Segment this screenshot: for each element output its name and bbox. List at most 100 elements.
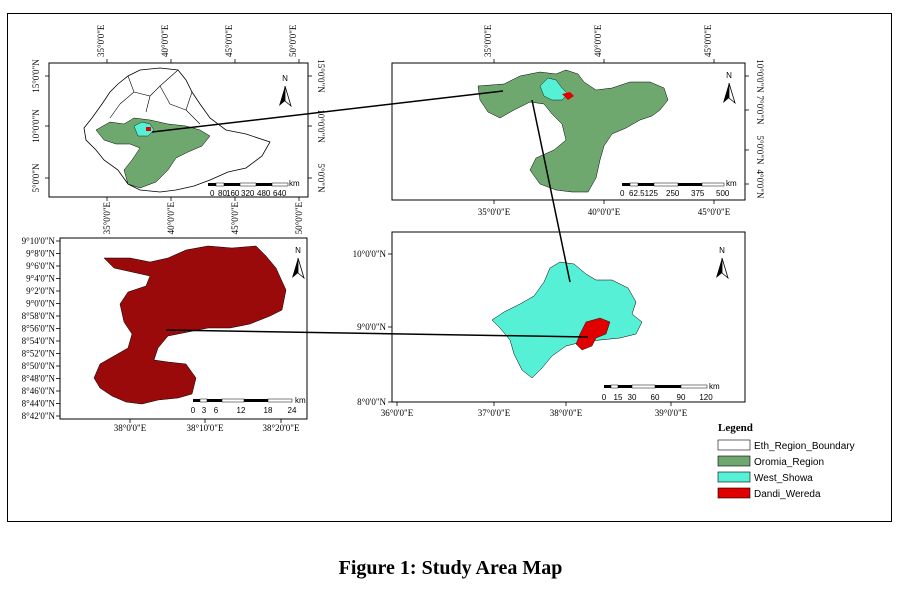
oromia-graticule-labels: 35°0'0"E 40°0'0"E 45°0'0"E 35°0'0"E 40°0'0"E… xyxy=(478,24,765,217)
left-tick-label: 9°0'0"N xyxy=(357,322,386,332)
bottom-tick-label: 36°0'0"E xyxy=(381,408,414,418)
left-tick-label: 8°50'0"N xyxy=(22,361,56,371)
legend-title: Legend xyxy=(718,422,753,434)
north-arrow-icon: N xyxy=(279,74,292,108)
scale-label: 60 xyxy=(651,393,660,402)
scale-label: 0 xyxy=(210,189,215,198)
left-tick-label: 8°54'0"N xyxy=(22,336,56,346)
left-tick-label: 8°56'0"N xyxy=(22,324,56,334)
left-tick-label: 8°0'0"N xyxy=(357,397,386,407)
oromia-scale-bar: km xyxy=(622,179,737,188)
legend-item-label: Eth_Region_Boundary xyxy=(754,441,855,452)
ethiopia-region-boundaries xyxy=(109,69,201,125)
scale-label: 15 xyxy=(614,393,623,402)
north-label: N xyxy=(295,246,301,255)
right-tick-label: 5°0'0"N xyxy=(316,164,326,193)
scale-label: 24 xyxy=(288,406,297,415)
left-tick-label: 9°2'0"N xyxy=(26,286,55,296)
bottom-tick-label: 38°20'0"E xyxy=(263,423,300,433)
scale-unit: km xyxy=(295,396,306,405)
figure-caption: Figure 1: Study Area Map xyxy=(338,557,563,579)
left-tick-label: 10°0'0"N xyxy=(353,249,387,259)
dandi-graticule-labels: 9°10'0"N 9°8'0"N 9°6'0"N 9°4'0"N 9°2'0"N 9°0'… xyxy=(22,236,300,433)
west-showa-zone xyxy=(491,261,643,379)
connector-westshowa-dandi xyxy=(165,329,589,338)
bottom-tick-label: 38°10'0"E xyxy=(187,423,224,433)
bottom-tick-label: 35°0'0"E xyxy=(478,207,511,217)
right-tick-label: 15°0'0"N xyxy=(316,59,326,93)
scale-label: 0 xyxy=(620,189,625,198)
right-tick-label: 5°0'0"N xyxy=(755,136,765,165)
ethiopia-oromia-region xyxy=(95,117,211,189)
legend-item-label: Oromia_Region xyxy=(754,457,824,468)
scale-unit: km xyxy=(726,179,737,188)
right-tick-label: 10°0'0"N xyxy=(316,109,326,143)
ethiopia-scale-labels: 0 80 160 320 480 640 xyxy=(210,189,287,198)
top-tick-label: 35°0'0"E xyxy=(483,24,493,57)
top-tick-label: 35°0'0"E xyxy=(96,24,106,57)
scale-label: 480 xyxy=(257,189,271,198)
scale-label: 18 xyxy=(264,406,273,415)
left-tick-label: 9°8'0"N xyxy=(26,249,55,259)
left-tick-label: 15°0'0"N xyxy=(31,59,41,93)
north-label: N xyxy=(282,74,288,83)
oromia-map: N km 0 62.5125 250 375 500 35°0'0"E 40°0'0"E 4… xyxy=(391,24,765,217)
westshowa-graticule-labels: 10°0'0"N 9°0'0"N 8°0'0"N36°0'0"E 37°0'0"E 38… xyxy=(353,249,688,418)
bottom-tick-label: 50°0'0"E xyxy=(294,202,304,235)
left-tick-label: 8°52'0"N xyxy=(22,349,56,359)
ethiopia-graticule-labels: 35°0'0"E 40°0'0"E 45°0'0"E 50°0'0"E 35°0'0"E… xyxy=(31,24,326,234)
legend-swatch xyxy=(717,439,751,451)
left-tick-label: 8°42'0"N xyxy=(22,411,56,421)
legend-item-label: Dandi_Wereda xyxy=(754,489,821,500)
figure-frame xyxy=(7,13,892,522)
legend-item-label: West_Showa xyxy=(754,473,813,484)
top-tick-label: 50°0'0"E xyxy=(288,24,298,57)
ethiopia-map: N km 0 80 160 320 480 640 35°0'0"E 40°0'0"E 45°… xyxy=(31,24,326,234)
connector-ethiopia-oromia xyxy=(151,90,504,133)
left-tick-label: 9°6'0"N xyxy=(26,261,55,271)
left-tick-label: 9°0'0"N xyxy=(26,299,55,309)
right-tick-label: 7°0'0"N xyxy=(755,96,765,125)
bottom-tick-label: 38°0'0"E xyxy=(114,423,147,433)
oromia-dandi-wereda xyxy=(562,92,574,100)
dandi-wereda-zoom xyxy=(93,245,287,405)
scale-unit: km xyxy=(289,179,300,188)
north-arrow-icon: N xyxy=(716,246,729,280)
top-tick-label: 45°0'0"E xyxy=(224,24,234,57)
dandi-scale-labels: 0 3 6 12 18 24 xyxy=(191,406,297,415)
scale-label: 375 xyxy=(691,189,705,198)
westshowa-scale-bar: km xyxy=(604,382,720,391)
legend-swatch xyxy=(717,487,751,499)
legend-items: Eth_Region_Boundary Oromia_Region West_Sho… xyxy=(717,439,855,500)
oromia-scale-labels: 0 62.5125 250 375 500 xyxy=(620,189,730,198)
left-tick-label: 8°46'0"N xyxy=(22,386,56,396)
left-tick-label: 8°58'0"N xyxy=(22,311,56,321)
scale-label: 3 xyxy=(202,406,207,415)
bottom-tick-label: 45°0'0"E xyxy=(698,207,731,217)
scale-label: 320 xyxy=(241,189,255,198)
oromia-region xyxy=(477,69,669,193)
left-tick-label: 8°48'0"N xyxy=(22,374,56,384)
scale-label: 6 xyxy=(214,406,219,415)
scale-unit: km xyxy=(709,382,720,391)
connector-oromia-westshowa xyxy=(531,99,571,283)
ethiopia-west-showa xyxy=(133,121,155,137)
top-tick-label: 40°0'0"E xyxy=(593,24,603,57)
north-arrow-icon: N xyxy=(292,246,305,280)
westshowa-scale-labels: 0 15 30 60 90 120 xyxy=(602,393,713,402)
scale-label: 62.5125 xyxy=(629,189,658,198)
left-tick-label: 5°0'0"N xyxy=(31,163,41,192)
legend-swatch xyxy=(717,455,751,467)
north-arrow-icon: N xyxy=(723,71,736,105)
bottom-tick-label: 40°0'0"E xyxy=(588,207,621,217)
legend: Legend Eth_Region_Boundary Oromia_Region W… xyxy=(717,422,855,500)
right-tick-label: 4°0'0"N xyxy=(755,170,765,199)
left-tick-label: 9°4'0"N xyxy=(26,274,55,284)
scale-label: 30 xyxy=(628,393,637,402)
bottom-tick-label: 37°0'0"E xyxy=(478,408,511,418)
bottom-tick-label: 40°0'0"E xyxy=(166,202,176,235)
left-tick-label: 9°10'0"N xyxy=(22,236,56,246)
ethiopia-dandi-wereda xyxy=(146,127,151,131)
scale-label: 500 xyxy=(716,189,730,198)
